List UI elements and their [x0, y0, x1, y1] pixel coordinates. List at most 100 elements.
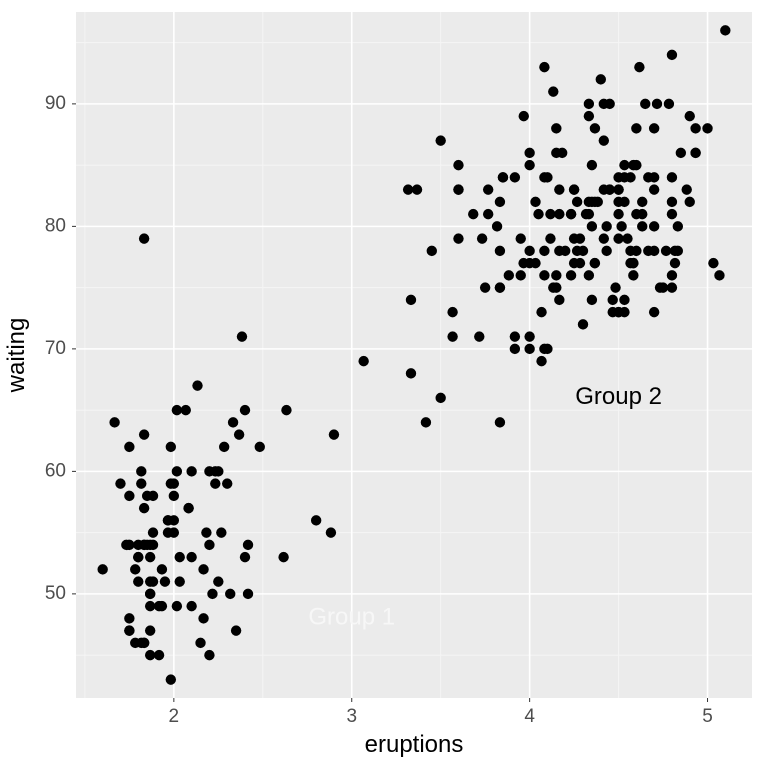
data-point	[406, 368, 416, 378]
data-point	[195, 638, 205, 648]
data-point	[145, 650, 155, 660]
data-point	[186, 601, 196, 611]
data-point	[169, 527, 179, 537]
data-point	[622, 233, 632, 243]
data-point	[326, 527, 336, 537]
data-point	[453, 184, 463, 194]
data-point	[613, 307, 623, 317]
data-point	[539, 344, 549, 354]
data-point	[554, 246, 564, 256]
data-point	[213, 466, 223, 476]
data-point	[468, 209, 478, 219]
data-point	[421, 417, 431, 427]
data-point	[142, 491, 152, 501]
data-point	[548, 86, 558, 96]
data-point	[524, 331, 534, 341]
data-point	[524, 160, 534, 170]
data-point	[658, 282, 668, 292]
data-point	[634, 62, 644, 72]
data-point	[637, 197, 647, 207]
data-point	[667, 282, 677, 292]
data-point	[181, 405, 191, 415]
data-point	[172, 405, 182, 415]
data-point	[631, 209, 641, 219]
data-point	[435, 135, 445, 145]
data-point	[210, 478, 220, 488]
data-point	[604, 184, 614, 194]
data-point	[109, 417, 119, 427]
data-point	[237, 331, 247, 341]
data-point	[447, 307, 457, 317]
data-point	[133, 552, 143, 562]
data-point	[201, 527, 211, 537]
data-point	[160, 576, 170, 586]
data-point	[599, 99, 609, 109]
data-point	[539, 246, 549, 256]
data-point	[584, 270, 594, 280]
data-point	[566, 209, 576, 219]
data-point	[207, 589, 217, 599]
annotation-text: Group 2	[575, 383, 662, 410]
data-point	[148, 576, 158, 586]
data-point	[619, 295, 629, 305]
data-point	[554, 184, 564, 194]
data-point	[148, 527, 158, 537]
data-point	[124, 625, 134, 635]
data-point	[601, 221, 611, 231]
data-point	[510, 172, 520, 182]
y-tick-label: 70	[45, 338, 66, 359]
data-point	[584, 111, 594, 121]
data-point	[524, 246, 534, 256]
data-point	[667, 172, 677, 182]
data-point	[166, 478, 176, 488]
data-point	[575, 233, 585, 243]
data-point	[619, 160, 629, 170]
data-point	[243, 540, 253, 550]
data-point	[145, 601, 155, 611]
data-point	[483, 184, 493, 194]
data-point	[136, 466, 146, 476]
data-point	[667, 209, 677, 219]
data-point	[628, 160, 638, 170]
data-point	[115, 478, 125, 488]
data-point	[453, 160, 463, 170]
data-point	[172, 601, 182, 611]
data-point	[542, 172, 552, 182]
data-point	[281, 405, 291, 415]
data-point	[231, 625, 241, 635]
x-tick-label: 4	[524, 706, 535, 727]
data-point	[536, 356, 546, 366]
data-point	[637, 221, 647, 231]
data-point	[169, 515, 179, 525]
data-point	[640, 99, 650, 109]
x-tick-label: 2	[169, 706, 180, 727]
y-axis-title: waiting	[3, 318, 30, 394]
data-point	[664, 99, 674, 109]
data-point	[572, 246, 582, 256]
data-point	[587, 295, 597, 305]
data-point	[329, 429, 339, 439]
data-point	[524, 148, 534, 158]
plot-panel	[76, 12, 752, 698]
data-point	[649, 184, 659, 194]
data-point	[667, 197, 677, 207]
data-point	[427, 246, 437, 256]
data-point	[608, 295, 618, 305]
data-point	[569, 184, 579, 194]
data-point	[673, 221, 683, 231]
y-tick-label: 50	[45, 583, 66, 604]
data-point	[628, 258, 638, 268]
data-point	[649, 172, 659, 182]
data-point	[682, 184, 692, 194]
data-point	[631, 246, 641, 256]
data-point	[590, 197, 600, 207]
y-tick-label: 80	[45, 215, 66, 236]
data-point	[412, 184, 422, 194]
data-point	[183, 503, 193, 513]
data-point	[619, 197, 629, 207]
data-point	[533, 209, 543, 219]
data-point	[587, 160, 597, 170]
data-point	[240, 552, 250, 562]
data-point	[575, 258, 585, 268]
data-point	[530, 197, 540, 207]
